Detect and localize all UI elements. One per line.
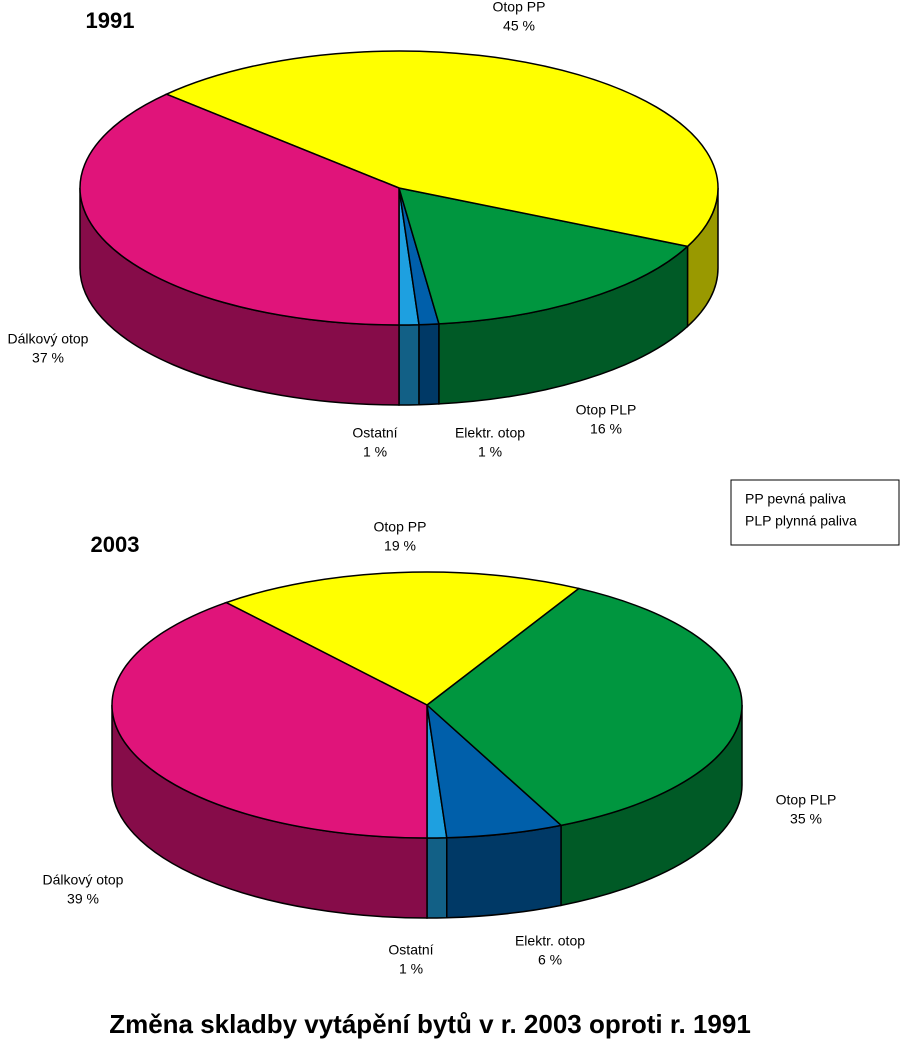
slice-label: Ostatní xyxy=(352,425,397,441)
pie-slice xyxy=(425,703,563,839)
value-label: 19 % xyxy=(384,538,416,554)
legend-box xyxy=(730,479,900,546)
pie-slice xyxy=(425,587,743,827)
note-line: PLP plynná paliva xyxy=(745,513,857,529)
slice-label: Otop PLP xyxy=(776,792,837,808)
slice-label: Otop PP xyxy=(493,0,546,15)
pie-side xyxy=(418,323,440,406)
note-line: PP pevná paliva xyxy=(745,491,846,507)
value-label: 1 % xyxy=(363,444,387,460)
slice-label: Dálkový otop xyxy=(8,331,89,347)
pie-slice xyxy=(397,187,690,325)
value-label: 16 % xyxy=(590,421,622,437)
value-label: 1 % xyxy=(478,444,502,460)
slice-label: Elektr. otop xyxy=(455,425,525,441)
value-label: 1 % xyxy=(399,961,423,977)
value-label: 35 % xyxy=(790,811,822,827)
pie-title: 2003 xyxy=(91,532,140,557)
pie-slice xyxy=(224,571,581,706)
chart-title: Změna skladby vytápění bytů v r. 2003 op… xyxy=(109,1009,751,1039)
value-label: 39 % xyxy=(67,891,99,907)
pie-side xyxy=(398,323,420,406)
pie-slice xyxy=(79,93,400,326)
slice-label: Elektr. otop xyxy=(515,933,585,949)
slice-label: Ostatní xyxy=(388,942,433,958)
pie-title: 1991 xyxy=(86,8,135,33)
pie-side xyxy=(446,824,562,919)
pie-slice xyxy=(111,601,428,839)
slice-label: Otop PP xyxy=(374,519,427,535)
value-label: 37 % xyxy=(32,350,64,366)
pie-side xyxy=(426,836,448,919)
pie-slice xyxy=(164,50,719,248)
value-label: 6 % xyxy=(538,952,562,968)
value-label: 45 % xyxy=(503,18,535,34)
slice-label: Otop PLP xyxy=(576,402,637,418)
slice-label: Dálkový otop xyxy=(43,872,124,888)
